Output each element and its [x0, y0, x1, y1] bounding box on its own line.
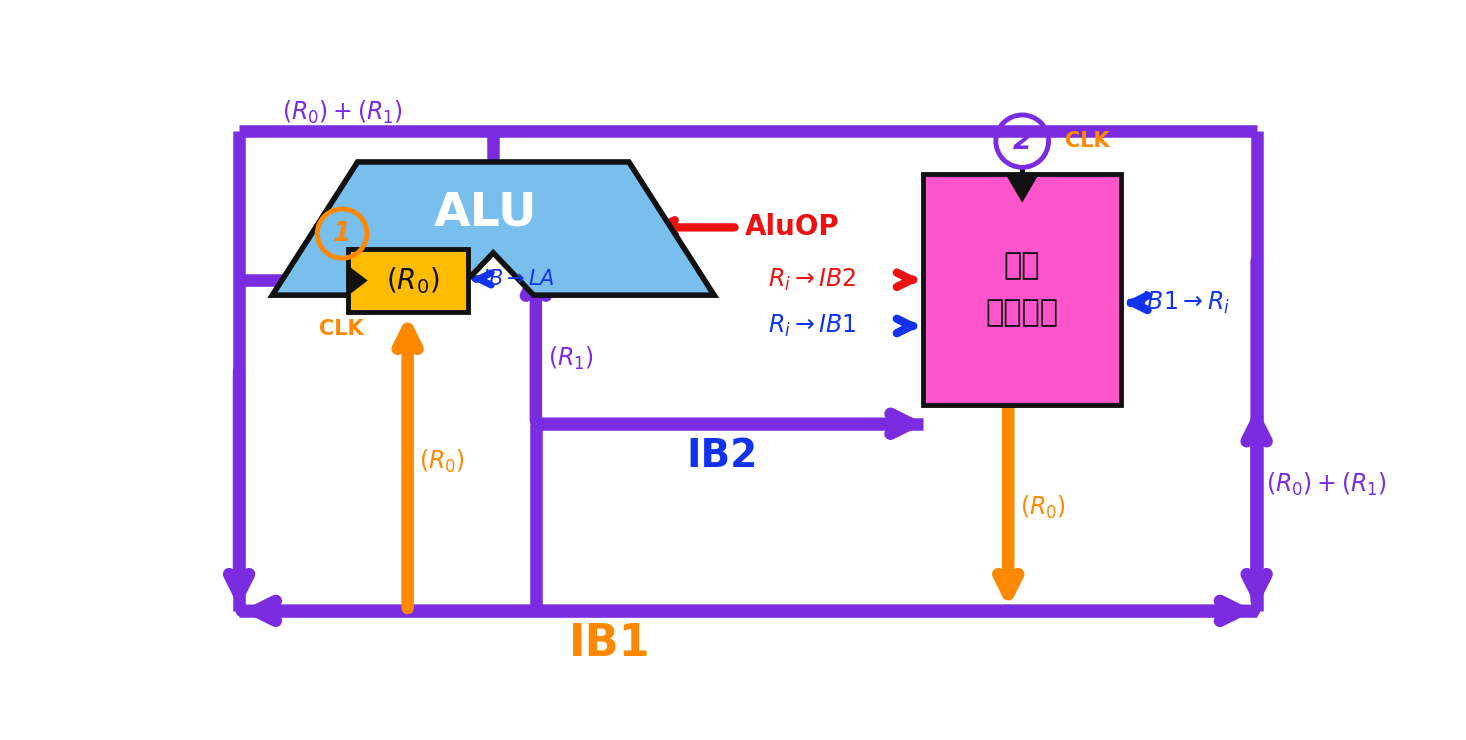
Text: $IB{\rightarrow}LA$: $IB{\rightarrow}LA$ [482, 269, 554, 289]
Polygon shape [347, 265, 368, 296]
Polygon shape [273, 162, 714, 295]
Text: $(R_0)$: $(R_0)$ [386, 265, 440, 296]
Text: IB1: IB1 [569, 622, 651, 665]
Text: $(R_1)$: $(R_1)$ [547, 345, 594, 372]
Text: $(R_0)$: $(R_0)$ [1020, 494, 1066, 521]
Text: 1: 1 [333, 221, 352, 246]
FancyBboxPatch shape [347, 249, 468, 312]
Text: CLK: CLK [320, 319, 364, 339]
Text: $IB1{\rightarrow}R_i$: $IB1{\rightarrow}R_i$ [1141, 290, 1230, 316]
Text: 通用
寄存器堆: 通用 寄存器堆 [985, 251, 1058, 327]
Text: IB2: IB2 [686, 437, 758, 475]
Polygon shape [1006, 173, 1039, 203]
Text: $R_i{\rightarrow}IB1$: $R_i{\rightarrow}IB1$ [768, 313, 858, 339]
Text: $R_i{\rightarrow}IB2$: $R_i{\rightarrow}IB2$ [768, 266, 858, 293]
Text: ALU: ALU [434, 191, 538, 235]
Text: $(R_0)+(R_1)$: $(R_0)+(R_1)$ [281, 98, 403, 126]
Text: 2: 2 [1013, 127, 1032, 155]
Text: CLK: CLK [1064, 131, 1110, 151]
Text: $(R_0)+(R_1)$: $(R_0)+(R_1)$ [1267, 471, 1387, 498]
Text: $(R_0)$: $(R_0)$ [419, 448, 465, 475]
Text: AluOP: AluOP [745, 213, 840, 241]
FancyBboxPatch shape [924, 173, 1121, 405]
